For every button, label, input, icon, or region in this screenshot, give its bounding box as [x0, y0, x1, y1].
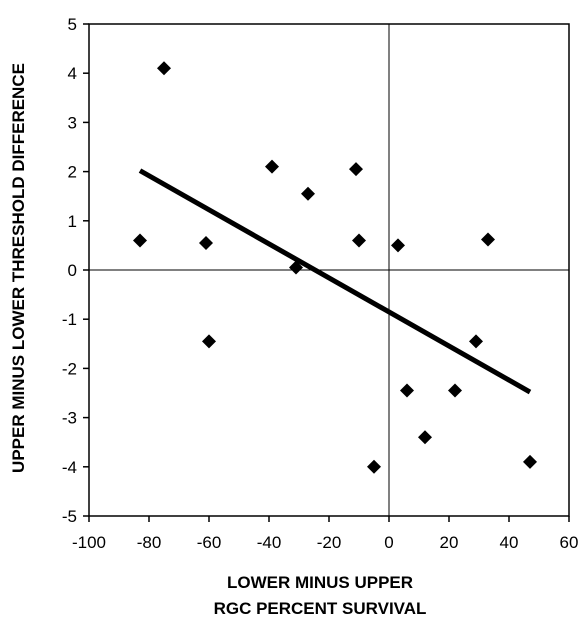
- data-point: [391, 238, 405, 253]
- y-tick-label: 4: [68, 64, 77, 83]
- x-axis-title-line-1: LOWER MINUS UPPER: [227, 573, 413, 592]
- y-tick-label: -3: [62, 409, 77, 428]
- x-axis-title-line-2: RGC PERCENT SURVIVAL: [214, 599, 427, 618]
- y-tick-label: -5: [62, 507, 77, 526]
- data-point: [367, 459, 381, 474]
- y-tick-label: 5: [68, 15, 77, 34]
- data-points: [133, 61, 537, 474]
- y-tick-label: -4: [62, 458, 77, 477]
- x-tick-labels: -100 -80 -60 -40 -20 0 20 40 60: [72, 533, 578, 552]
- data-point: [418, 430, 432, 445]
- data-point: [202, 334, 216, 349]
- y-tick-label: -1: [62, 310, 77, 329]
- data-point: [301, 186, 315, 201]
- data-point: [289, 260, 303, 275]
- x-tick-label: -40: [257, 533, 282, 552]
- x-tick-label: 40: [500, 533, 519, 552]
- x-ticks: [88, 516, 570, 522]
- x-tick-label: 0: [384, 533, 393, 552]
- x-tick-label: -20: [317, 533, 342, 552]
- regression-line: [138, 168, 532, 395]
- y-tick-label: 1: [68, 212, 77, 231]
- x-tick-label: 20: [440, 533, 459, 552]
- y-tick-labels: -5 -4 -3 -2 -1 0 1 2 3 4 5: [62, 15, 77, 526]
- x-tick-label: -80: [137, 533, 162, 552]
- y-axis-title: UPPER MINUS LOWER THRESHOLD DIFFERENCE: [9, 63, 28, 473]
- data-point: [448, 383, 462, 398]
- y-tick-label: -2: [62, 359, 77, 378]
- data-point: [133, 233, 147, 248]
- data-point: [400, 383, 414, 398]
- data-point: [481, 232, 495, 247]
- y-tick-label: 2: [68, 163, 77, 182]
- x-tick-label: -60: [197, 533, 222, 552]
- x-tick-label: 60: [560, 533, 579, 552]
- data-point: [523, 454, 537, 469]
- data-point: [199, 235, 213, 250]
- data-point: [349, 162, 363, 177]
- data-point: [352, 233, 366, 248]
- y-tick-label: 3: [68, 113, 77, 132]
- x-tick-label: -100: [72, 533, 106, 552]
- data-point: [469, 334, 483, 349]
- data-point: [157, 61, 171, 76]
- y-tick-label: 0: [68, 261, 77, 280]
- data-point: [265, 159, 279, 174]
- plot-area: [83, 23, 570, 522]
- y-ticks: [83, 23, 89, 517]
